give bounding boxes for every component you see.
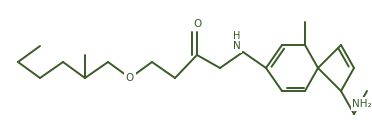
Text: NH₂: NH₂ <box>352 99 372 109</box>
Text: O: O <box>193 19 201 29</box>
Text: H: H <box>233 31 241 41</box>
Text: O: O <box>126 73 134 83</box>
Text: N: N <box>233 41 241 51</box>
